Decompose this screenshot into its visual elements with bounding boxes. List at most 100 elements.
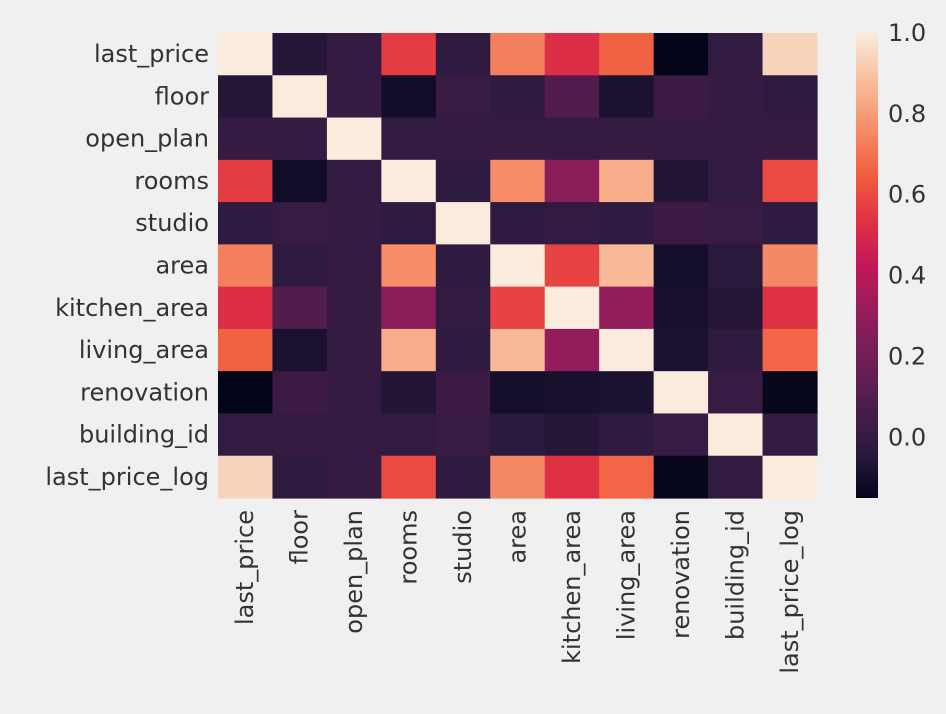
- heatmap-cell: [544, 328, 600, 372]
- row-label: renovation: [80, 378, 209, 406]
- heatmap-cell: [708, 33, 764, 76]
- heatmap-cell: [653, 286, 709, 330]
- heatmap-cell: [762, 33, 818, 76]
- heatmap-cell: [435, 75, 491, 119]
- heatmap-cell: [599, 413, 655, 457]
- heatmap-cell: [218, 75, 274, 119]
- row-label: last_price: [94, 40, 209, 68]
- heatmap-cell: [218, 413, 274, 457]
- column-label: studio: [449, 510, 477, 584]
- heatmap-cell: [490, 75, 546, 119]
- heatmap-cell: [653, 244, 709, 288]
- heatmap-cell: [544, 286, 600, 330]
- column-label: living_area: [612, 510, 640, 640]
- heatmap-cells: [218, 33, 818, 499]
- colorbar-tick-label: 0.8: [888, 100, 926, 128]
- heatmap-cell: [762, 413, 818, 457]
- heatmap-cell: [272, 75, 328, 119]
- heatmap-cell: [435, 455, 491, 499]
- heatmap-cell: [326, 413, 382, 457]
- heatmap-cell: [762, 455, 818, 499]
- colorbar-tick-label: 0.6: [888, 181, 926, 209]
- row-label: last_price_log: [45, 463, 209, 491]
- heatmap-cell: [490, 371, 546, 415]
- heatmap-cell: [326, 455, 382, 499]
- heatmap-cell: [490, 117, 546, 161]
- heatmap-cell: [272, 244, 328, 288]
- heatmap-cell: [435, 244, 491, 288]
- heatmap-cell: [653, 413, 709, 457]
- heatmap-cell: [762, 159, 818, 203]
- heatmap-cell: [272, 159, 328, 203]
- heatmap-cell: [381, 202, 437, 245]
- column-label: renovation: [667, 510, 695, 639]
- heatmap-cell: [762, 117, 818, 161]
- heatmap-cell: [708, 328, 764, 372]
- heatmap-cell: [435, 159, 491, 203]
- heatmap-cell: [653, 328, 709, 372]
- row-label: kitchen_area: [55, 294, 209, 322]
- heatmap-cell: [490, 413, 546, 457]
- heatmap-cell: [326, 244, 382, 288]
- column-label: floor: [286, 510, 314, 564]
- heatmap-cell: [326, 75, 382, 119]
- heatmap-cell: [762, 75, 818, 119]
- column-label: open_plan: [340, 510, 368, 634]
- heatmap-cell: [544, 455, 600, 499]
- column-label: building_id: [721, 510, 749, 640]
- heatmap-cell: [490, 244, 546, 288]
- heatmap-cell: [435, 33, 491, 76]
- heatmap-cell: [599, 328, 655, 372]
- heatmap-cell: [381, 244, 437, 288]
- colorbar: [856, 33, 878, 498]
- heatmap-cell: [653, 33, 709, 76]
- heatmap-cell: [762, 371, 818, 415]
- heatmap-cell: [326, 117, 382, 161]
- heatmap-cell: [272, 455, 328, 499]
- heatmap-cell: [708, 413, 764, 457]
- heatmap-cell: [272, 202, 328, 245]
- heatmap-cell: [218, 244, 274, 288]
- heatmap-cell: [326, 159, 382, 203]
- heatmap-cell: [653, 371, 709, 415]
- heatmap-cell: [653, 202, 709, 245]
- heatmap-cell: [653, 455, 709, 499]
- colorbar-tick-label: 0.2: [888, 342, 926, 370]
- heatmap-cell: [490, 286, 546, 330]
- heatmap-cell: [218, 202, 274, 245]
- heatmap-cell: [599, 286, 655, 330]
- heatmap-cell: [544, 413, 600, 457]
- heatmap-cell: [708, 159, 764, 203]
- heatmap-cell: [326, 33, 382, 76]
- heatmap-cell: [490, 33, 546, 76]
- heatmap-cell: [272, 286, 328, 330]
- colorbar-tick-label: 1.0: [888, 19, 926, 47]
- heatmap-cell: [599, 244, 655, 288]
- heatmap-cell: [218, 117, 274, 161]
- heatmap-cell: [544, 371, 600, 415]
- heatmap-cell: [653, 75, 709, 119]
- heatmap-cell: [272, 33, 328, 76]
- heatmap-cell: [544, 202, 600, 245]
- row-label: studio: [135, 209, 209, 237]
- heatmap-cell: [708, 371, 764, 415]
- heatmap-cell: [599, 371, 655, 415]
- heatmap-cell: [490, 202, 546, 245]
- heatmap-cell: [599, 455, 655, 499]
- heatmap-cell: [599, 75, 655, 119]
- heatmap-cell: [435, 202, 491, 245]
- column-label: area: [504, 510, 532, 564]
- heatmap-cell: [381, 159, 437, 203]
- heatmap-cell: [544, 244, 600, 288]
- heatmap-cell: [218, 371, 274, 415]
- column-label: last_price_log: [776, 510, 804, 674]
- heatmap-cell: [218, 33, 274, 76]
- heatmap-cell: [381, 117, 437, 161]
- heatmap-cell: [544, 117, 600, 161]
- heatmap-cell: [272, 413, 328, 457]
- heatmap-cell: [435, 286, 491, 330]
- heatmap-cell: [326, 286, 382, 330]
- heatmap-cell: [653, 117, 709, 161]
- heatmap-cell: [326, 202, 382, 245]
